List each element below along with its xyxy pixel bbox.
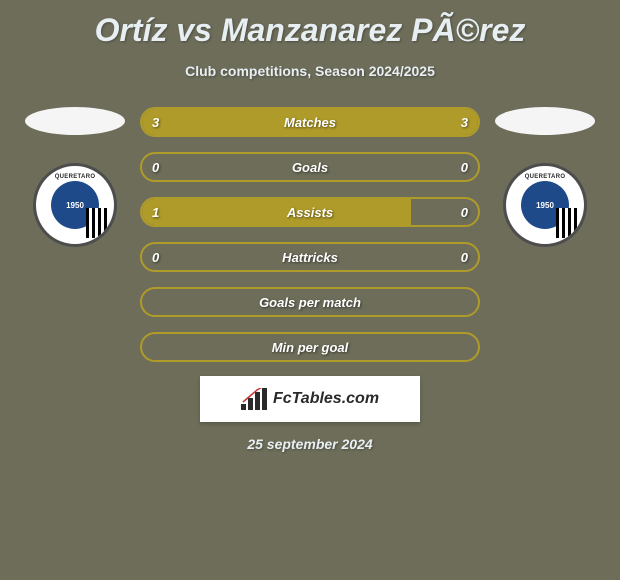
- footer-brand-badge[interactable]: FcTables.com: [200, 376, 420, 422]
- stat-row: 1 0 Assists: [140, 197, 480, 227]
- content-area: QUERETARO 1950 3 3 Matches 0 0 Goals 1 0 Assists…: [0, 107, 620, 362]
- stat-fill-left: [142, 199, 411, 225]
- footer-brand-text: FcTables.com: [273, 390, 379, 408]
- player1-column: QUERETARO 1950: [20, 107, 130, 247]
- fctables-logo-icon: [241, 388, 269, 410]
- player1-silhouette: [25, 107, 125, 135]
- stat-label: Assists: [287, 205, 333, 220]
- player2-club-name: QUERETARO: [525, 174, 566, 180]
- player1-club-name: QUERETARO: [55, 174, 96, 180]
- player2-column: QUERETARO 1950: [490, 107, 600, 247]
- stat-value-right: 3: [461, 115, 468, 130]
- stat-label: Goals: [292, 160, 328, 175]
- player2-badge-stripes: [556, 208, 578, 238]
- stat-value-left: 0: [152, 160, 159, 175]
- player1-badge-stripes: [86, 208, 108, 238]
- stat-value-left: 3: [152, 115, 159, 130]
- stat-row: 3 3 Matches: [140, 107, 480, 137]
- stat-label: Min per goal: [272, 340, 349, 355]
- player2-silhouette: [495, 107, 595, 135]
- stat-row: 0 0 Hattricks: [140, 242, 480, 272]
- stat-row: Min per goal: [140, 332, 480, 362]
- stats-container: 3 3 Matches 0 0 Goals 1 0 Assists 0 0 Hattricks Goal…: [140, 107, 480, 362]
- stat-value-left: 0: [152, 250, 159, 265]
- page-subtitle: Club competitions, Season 2024/2025: [0, 63, 620, 79]
- stat-label: Matches: [284, 115, 336, 130]
- stat-label: Hattricks: [282, 250, 338, 265]
- page-title: Ortíz vs Manzanarez PÃ©rez: [0, 0, 620, 49]
- stat-row: 0 0 Goals: [140, 152, 480, 182]
- stat-label: Goals per match: [259, 295, 361, 310]
- stat-value-right: 0: [461, 205, 468, 220]
- stat-row: Goals per match: [140, 287, 480, 317]
- stat-value-right: 0: [461, 160, 468, 175]
- stat-value-left: 1: [152, 205, 159, 220]
- player2-club-badge: QUERETARO 1950: [503, 163, 587, 247]
- player1-club-badge: QUERETARO 1950: [33, 163, 117, 247]
- page-date: 25 september 2024: [0, 436, 620, 452]
- stat-value-right: 0: [461, 250, 468, 265]
